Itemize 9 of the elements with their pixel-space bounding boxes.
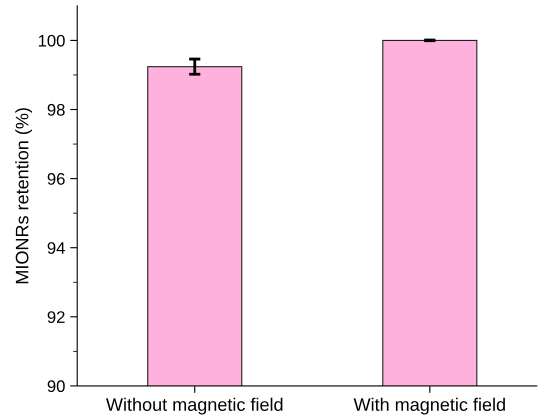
y-tick-label: 96: [48, 173, 65, 185]
y-axis-title: MIONRs retention (%): [15, 108, 32, 284]
y-tick-label: 100: [38, 34, 65, 47]
y-tick-label: 94: [48, 242, 65, 254]
y-tick-label: 90: [48, 380, 65, 392]
y-tick-label: 98: [48, 104, 65, 116]
x-tick-label: Without magnetic field: [106, 398, 282, 415]
y-tick-label: 92: [48, 311, 65, 324]
x-tick-label: With magnetic field: [354, 398, 505, 415]
